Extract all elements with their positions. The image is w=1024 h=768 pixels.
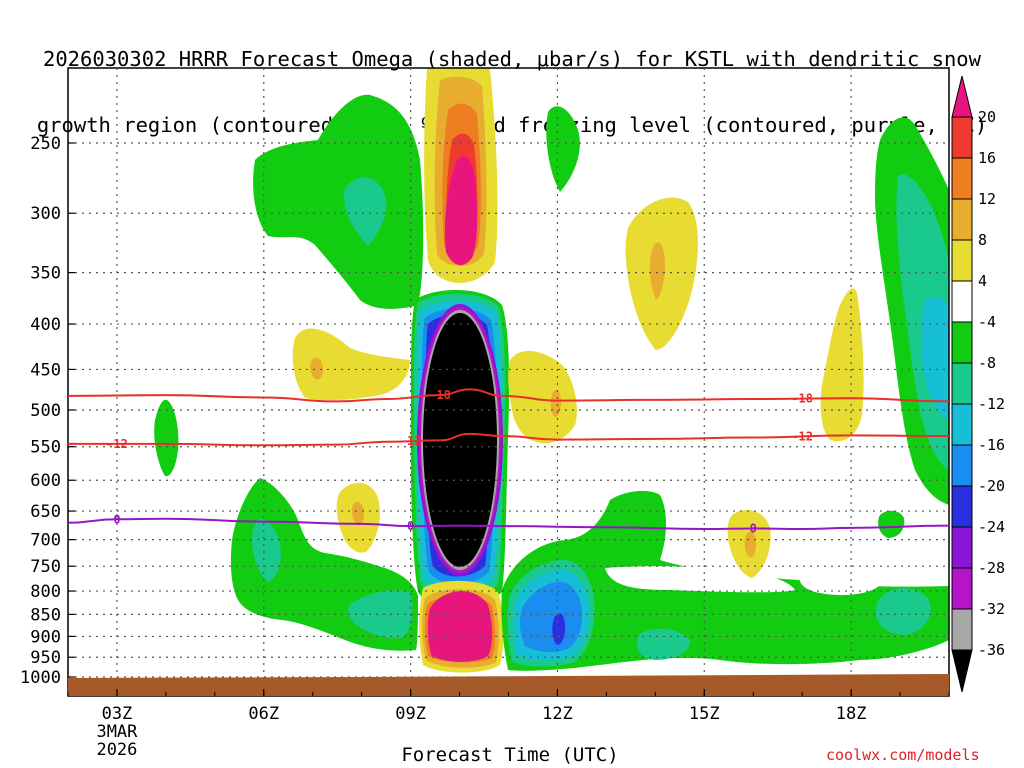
colorbar-bin [951, 321, 973, 364]
y-tick-label-950: 950 [30, 648, 61, 668]
y-tick-label-700: 700 [30, 531, 61, 551]
colorbar-arrow-bottom [951, 649, 973, 693]
y-tick-label-350: 350 [30, 264, 61, 284]
x-tick-date-year: 2026 [96, 740, 137, 760]
colorbar-label: -4 [978, 313, 996, 331]
colorbar-bin [951, 403, 973, 446]
colorbar-label: -12 [978, 395, 1005, 413]
y-tick-label-600: 600 [30, 471, 61, 491]
omega-region-ascent-upper-mid [546, 106, 580, 192]
contour-label-freezing-level: 0 [750, 521, 757, 535]
contour-label-dendritic-growth-lower: -12 [400, 434, 422, 448]
colorbar-bin [951, 485, 973, 528]
contour-dendritic-growth-lower [67, 432, 950, 447]
colorbar-label: -24 [978, 518, 1005, 536]
y-tick-label-900: 900 [30, 627, 61, 647]
omega-shading [154, 68, 949, 673]
x-tick-label-03Z: 03Z [102, 704, 133, 724]
colorbar-bin [951, 280, 973, 323]
y-tick-label-400: 400 [30, 315, 61, 335]
contour-label-dendritic-growth-upper: -18 [791, 392, 813, 406]
y-tick-label-750: 750 [30, 557, 61, 577]
contour-label-dendritic-growth-lower: -12 [106, 437, 128, 451]
omega-region-subsidence-lower-20 [427, 591, 493, 662]
y-axis: 2503003504004505005506006507007508008509… [20, 134, 75, 688]
omega-region-ascent-far-right-low [875, 588, 931, 635]
colorbar-label: -32 [978, 600, 1005, 618]
omega-region-neutral-gap-2 [799, 573, 880, 596]
y-tick-label-550: 550 [30, 438, 61, 458]
y-tick-label-850: 850 [30, 605, 61, 625]
omega-region-ascent-low-right-24 [552, 613, 566, 645]
colorbar-label: 12 [978, 190, 996, 208]
x-tick-label-06Z: 06Z [248, 704, 279, 724]
x-tick-label-15Z: 15Z [689, 704, 720, 724]
colorbar-bin [951, 116, 973, 159]
x-tick-label-09Z: 09Z [395, 704, 426, 724]
omega-region-subsidence-upper-20 [444, 156, 478, 266]
omega-region-ascent-small-03z [154, 399, 179, 477]
y-tick-label-500: 500 [30, 401, 61, 421]
omega-region-subsidence-mid-left [292, 328, 410, 401]
omega-region-ascent-lower-left-core [252, 519, 281, 582]
omega-region-subsidence-mid-right [508, 350, 577, 444]
x-tick-date-month: 3MAR [96, 722, 138, 742]
y-tick-label-800: 800 [30, 582, 61, 602]
colorbar-bin [951, 362, 973, 405]
colorbar-label: 8 [978, 231, 987, 249]
colorbar-bin [951, 567, 973, 610]
omega-region-subsidence-upper-right-core [649, 242, 666, 300]
contour-label-freezing-level: 0 [407, 519, 414, 533]
credit-text: coolwx.com/models [826, 746, 980, 764]
y-tick-label-300: 300 [30, 204, 61, 224]
temperature-contours: -18 -18 -12 -12 -12 0 0 0 [67, 388, 950, 535]
colorbar-label: 20 [978, 108, 996, 126]
contour-label-freezing-level: 0 [113, 512, 120, 526]
colorbar: 20 16 12 8 4 -4 -8 -12 -16 -20 -24 -28 -32 -36 [951, 75, 1005, 693]
colorbar-bin [951, 444, 973, 487]
y-tick-label-250: 250 [30, 134, 61, 154]
omega-region-ascent-right-column-16 [921, 297, 949, 420]
contour-freezing-level [67, 517, 950, 531]
x-axis-title: Forecast Time (UTC) [401, 744, 619, 766]
contour-dendritic-growth-upper [67, 388, 950, 403]
x-tick-label-18Z: 18Z [836, 704, 867, 724]
y-tick-label-450: 450 [30, 360, 61, 380]
colorbar-label: -16 [978, 436, 1005, 454]
omega-region-ascent-far-right-low-cell [878, 510, 905, 538]
colorbar-bin [951, 239, 973, 282]
colorbar-label: -20 [978, 477, 1005, 495]
colorbar-label: -8 [978, 354, 996, 372]
chart-title-line1: 2026030302 HRRR Forecast Omega (shaded, … [43, 47, 981, 71]
y-tick-label-1000: 1000 [20, 668, 61, 688]
omega-region-subsidence-small-16z-core [744, 531, 756, 558]
colorbar-label: 4 [978, 272, 987, 290]
contour-label-dendritic-growth-lower: -12 [791, 429, 813, 443]
x-tick-label-12Z: 12Z [542, 704, 573, 724]
colorbar-bin [951, 198, 973, 241]
omega-region-ascent-upper-left [253, 94, 424, 309]
terrain-ground [68, 674, 949, 696]
colorbar-label: 16 [978, 149, 996, 167]
omega-region-ascent-upper-left-core [344, 177, 387, 246]
colorbar-bin [951, 526, 973, 569]
colorbar-bin [951, 608, 973, 651]
y-tick-label-650: 650 [30, 502, 61, 522]
omega-region-ascent-lower-left-core2 [347, 590, 413, 639]
omega-region-subsidence-mid-left-core [310, 357, 323, 380]
terrain-fill [68, 674, 949, 696]
contour-label-dendritic-growth-upper: -18 [429, 388, 451, 402]
omega-region-subsidence-far-right [820, 288, 864, 442]
colorbar-arrow-top [951, 75, 973, 118]
omega-region-ascent-core-black [423, 313, 497, 567]
colorbar-label: -36 [978, 641, 1005, 659]
omega-region-ascent-low-right-20 [520, 581, 582, 653]
omega-region-subsidence-small-08z-core [352, 501, 364, 526]
colorbar-label: -28 [978, 559, 1005, 577]
colorbar-bin [951, 157, 973, 200]
